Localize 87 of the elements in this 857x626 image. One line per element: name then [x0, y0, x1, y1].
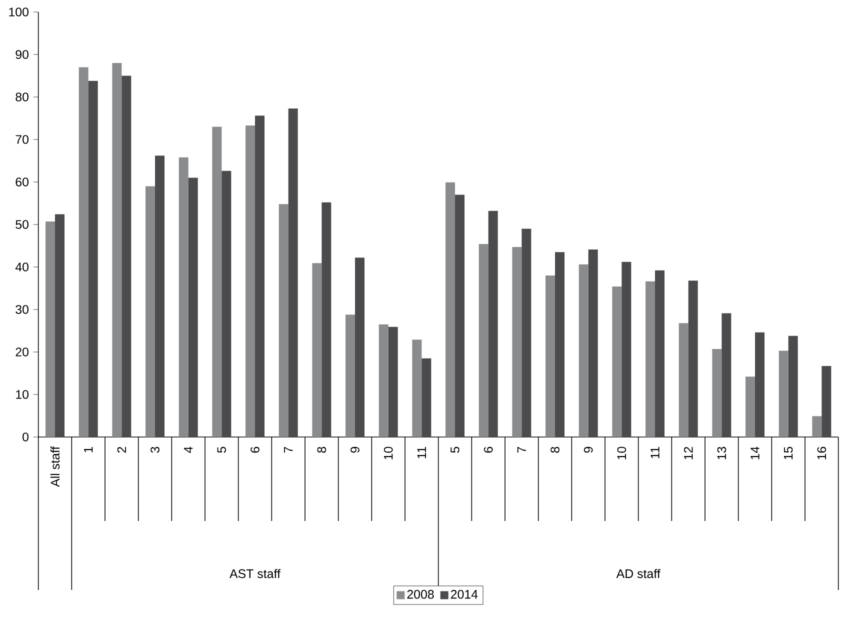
bar	[278, 204, 288, 437]
bar	[646, 281, 656, 437]
bar	[578, 264, 588, 437]
bar	[788, 336, 798, 437]
legend-label: 2008	[407, 590, 434, 599]
bar	[188, 178, 198, 437]
y-tick-label: 20	[16, 348, 28, 356]
bar	[288, 108, 298, 437]
bar	[178, 157, 188, 437]
bar	[478, 244, 488, 437]
bar	[455, 194, 465, 437]
y-tick-label: 50	[16, 220, 28, 229]
y-tick-label: 40	[15, 262, 28, 272]
bar	[512, 247, 522, 437]
bar	[88, 80, 98, 437]
y-tick-label: 60	[16, 178, 28, 186]
x-tick-label: All staff	[50, 446, 60, 487]
bar	[555, 252, 565, 437]
y-tick-label: 10	[16, 390, 28, 399]
bar	[446, 182, 456, 437]
x-tick-label: 9	[350, 446, 360, 453]
bar	[812, 416, 822, 437]
bar	[546, 275, 556, 437]
x-tick-label: 13	[717, 446, 726, 460]
bar	[312, 263, 322, 437]
x-tick-label: 12	[684, 446, 693, 460]
x-tick-label: 16	[817, 446, 826, 460]
x-tick-label: 6	[484, 446, 493, 453]
x-tick-label: 11	[650, 446, 660, 458]
bar	[255, 116, 265, 437]
bar	[712, 349, 722, 437]
y-tick-label: 30	[16, 305, 28, 314]
bar	[355, 258, 365, 437]
bar	[678, 323, 688, 437]
bar	[222, 170, 232, 437]
bar	[322, 202, 332, 437]
x-tick-label: 11	[417, 446, 426, 458]
bar	[146, 186, 156, 437]
x-tick-label: 7	[517, 446, 526, 453]
bar	[155, 156, 165, 437]
x-tick-label: 3	[150, 446, 160, 453]
y-tick-label: 70	[16, 135, 28, 144]
bar	[412, 340, 422, 437]
bar	[46, 222, 56, 437]
text: AD staff	[616, 568, 660, 578]
bar	[488, 210, 498, 437]
legend-label: 2014	[450, 590, 478, 599]
bar	[388, 326, 398, 437]
x-tick-label: 8	[550, 446, 560, 453]
x-tick-label: 5	[450, 446, 460, 453]
bar	[755, 332, 765, 437]
bar	[78, 67, 88, 437]
bar	[346, 314, 356, 437]
y-tick-label: 80	[16, 92, 28, 102]
y-tick-label: 100	[9, 8, 28, 16]
bar	[422, 358, 432, 437]
bar	[722, 313, 732, 437]
bar	[622, 262, 632, 437]
x-tick-label: 14	[750, 446, 760, 460]
bar	[778, 350, 788, 437]
x-tick-label: 4	[184, 446, 193, 453]
y-tick-label: 0	[22, 432, 29, 442]
bar	[378, 324, 388, 437]
x-tick-label: 1	[84, 446, 93, 452]
bar	[246, 125, 256, 437]
x-tick-label: 5	[217, 446, 226, 453]
bar	[55, 214, 65, 437]
text: AST staff	[230, 568, 281, 578]
x-tick-label: 7	[284, 446, 293, 453]
x-tick-label: 10	[384, 446, 393, 460]
x-tick-label: 10	[617, 446, 626, 460]
x-tick-label: 2	[117, 446, 126, 453]
bar	[122, 76, 132, 437]
x-tick-label: 8	[317, 446, 326, 453]
bar	[612, 286, 622, 437]
y-tick-label: 90	[16, 50, 28, 59]
bar	[112, 62, 122, 437]
bar	[688, 280, 698, 437]
bar	[746, 376, 756, 437]
bar	[522, 228, 532, 437]
x-tick-label: 6	[250, 446, 260, 453]
bar	[655, 270, 665, 437]
bar	[822, 366, 832, 437]
x-tick-label: 15	[784, 446, 793, 460]
x-tick-label: 9	[584, 446, 593, 453]
bar	[588, 250, 598, 437]
bar	[212, 126, 222, 437]
